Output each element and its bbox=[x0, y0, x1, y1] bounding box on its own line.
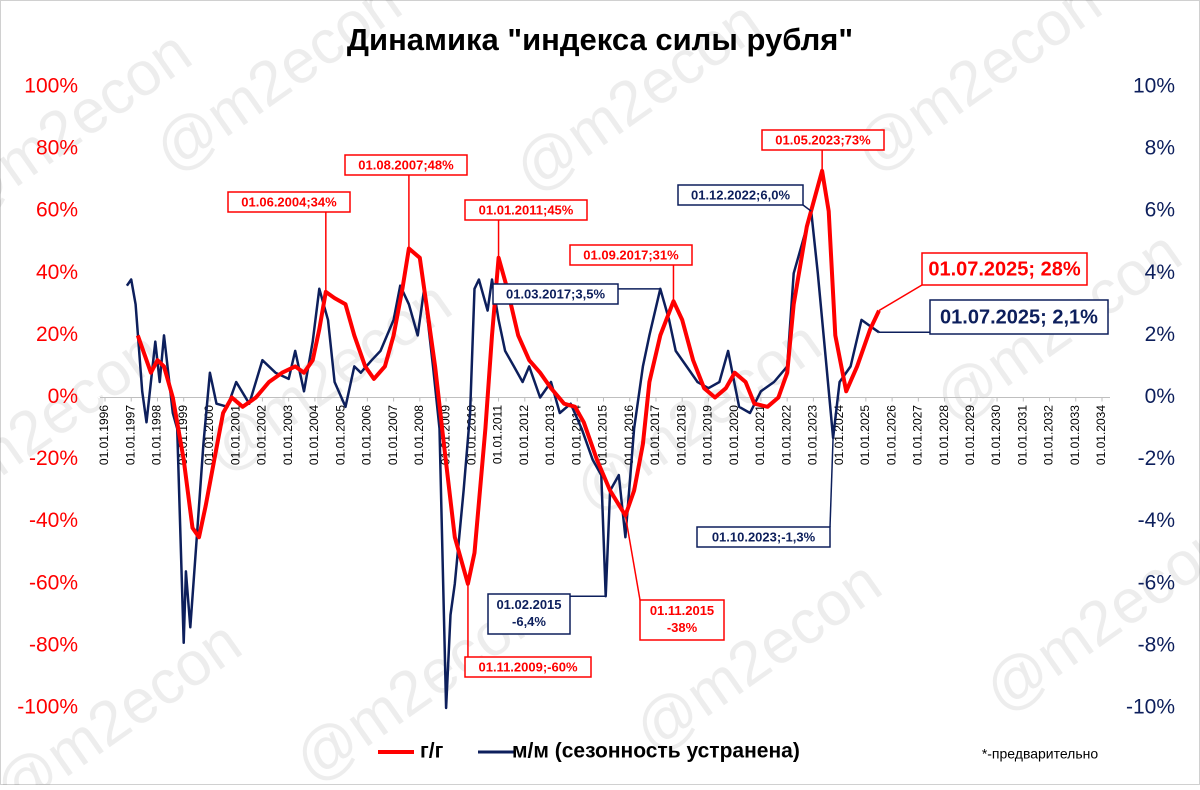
x-tick-label: 01.01.2006 bbox=[360, 405, 374, 465]
x-tick-label: 01.01.2019 bbox=[701, 405, 715, 465]
leader-line bbox=[802, 204, 812, 212]
annotation-box bbox=[464, 656, 592, 678]
note: *-предварительно bbox=[982, 746, 1099, 762]
annotation-box bbox=[227, 191, 351, 213]
annotation-box bbox=[464, 199, 588, 221]
annotation-label: -6,4% bbox=[512, 614, 546, 629]
legend-label: м/м (сезонность устранена) bbox=[512, 740, 800, 763]
series-line bbox=[135, 168, 881, 586]
y2-tick-label: 2% bbox=[1145, 323, 1175, 346]
x-tick-label: 01.01.2012 bbox=[517, 405, 531, 465]
x-tick-label: 01.01.2033 bbox=[1068, 405, 1082, 465]
x-tick-label: 01.01.2028 bbox=[937, 405, 951, 465]
x-tick-label: 01.01.2026 bbox=[884, 405, 898, 465]
annotation-label: 01.12.2022;6,0% bbox=[691, 187, 790, 202]
y-tick-label: 100% bbox=[24, 75, 78, 98]
annotation-label: 01.06.2004;34% bbox=[241, 194, 337, 209]
x-tick-label: 01.01.2002 bbox=[255, 405, 269, 465]
annotation-label: 01.03.2017;3,5% bbox=[506, 286, 605, 301]
x-tick-label: 01.01.2003 bbox=[281, 405, 295, 465]
y-tick-label: -100% bbox=[17, 696, 78, 719]
y2-tick-label: -10% bbox=[1126, 696, 1175, 719]
annotation-box bbox=[929, 299, 1109, 335]
annotation-box bbox=[696, 526, 831, 548]
leader-line bbox=[878, 284, 923, 312]
y2-tick-label: -2% bbox=[1138, 447, 1175, 470]
y2-tick-label: -4% bbox=[1138, 509, 1175, 532]
x-tick-label: 01.01.1998 bbox=[150, 405, 164, 465]
x-tick-label: 01.01.2031 bbox=[1015, 405, 1029, 465]
annotation-box bbox=[639, 599, 725, 641]
annotation-label: 01.02.2015 bbox=[496, 597, 561, 612]
x-tick-label: 01.01.2011 bbox=[491, 405, 505, 464]
y-tick-label: -60% bbox=[29, 571, 78, 594]
x-tick-label: 01.01.1997 bbox=[123, 405, 137, 465]
annotation-label: 01.05.2023;73% bbox=[775, 132, 871, 147]
x-tick-label: 01.01.2001 bbox=[228, 405, 242, 465]
annotation-box bbox=[921, 252, 1088, 286]
y-tick-label: 60% bbox=[36, 199, 78, 222]
x-tick-label: 01.01.2034 bbox=[1094, 405, 1108, 465]
annotation-label: 01.10.2023;-1,3% bbox=[712, 529, 816, 544]
x-tick-label: 01.01.2018 bbox=[674, 405, 688, 465]
y-tick-label: 80% bbox=[36, 137, 78, 160]
y2-tick-label: -6% bbox=[1138, 571, 1175, 594]
y-tick-label: -40% bbox=[29, 509, 78, 532]
annotation-box bbox=[487, 593, 571, 635]
x-tick-label: 01.01.2008 bbox=[412, 405, 426, 465]
annotation-box bbox=[569, 244, 693, 266]
y-tick-label: 40% bbox=[36, 261, 78, 284]
y2-tick-label: 6% bbox=[1145, 199, 1175, 222]
x-tick-label: 01.01.2021 bbox=[753, 405, 767, 465]
x-tick-label: 01.01.2022 bbox=[779, 405, 793, 465]
leader-line bbox=[829, 437, 834, 528]
series-line bbox=[125, 209, 880, 710]
x-tick-label: 01.01.1999 bbox=[176, 405, 190, 465]
y2-tick-label: -8% bbox=[1138, 633, 1175, 656]
x-tick-label: 01.01.2020 bbox=[727, 405, 741, 465]
x-tick-label: 01.01.2004 bbox=[307, 405, 321, 465]
y-tick-label: -20% bbox=[29, 447, 78, 470]
y2-tick-label: 8% bbox=[1145, 137, 1175, 160]
y2-tick-label: 4% bbox=[1145, 261, 1175, 284]
y2-tick-label: 10% bbox=[1133, 75, 1175, 98]
annotation-label: 01.09.2017;31% bbox=[583, 247, 679, 262]
y-tick-label: 0% bbox=[48, 385, 78, 408]
chart-title: Динамика "индекса силы рубля" bbox=[347, 22, 853, 57]
x-tick-label: 01.01.2017 bbox=[648, 405, 662, 465]
y-tick-label: 20% bbox=[36, 323, 78, 346]
annotation-label: 01.01.2011;45% bbox=[479, 202, 574, 217]
annotation-label: 01.07.2025; 2,1% bbox=[940, 306, 1098, 328]
x-tick-label: 01.01.2014 bbox=[569, 405, 583, 465]
x-tick-label: 01.01.2030 bbox=[989, 405, 1003, 465]
leader-line bbox=[624, 515, 641, 601]
annotation-box bbox=[761, 129, 885, 151]
y2-tick-label: 0% bbox=[1145, 385, 1175, 408]
x-tick-label: 01.01.2032 bbox=[1042, 405, 1056, 465]
x-tick-label: 01.01.2025 bbox=[858, 405, 872, 465]
x-tick-label: 01.01.2029 bbox=[963, 405, 977, 465]
x-tick-label: 01.01.2007 bbox=[386, 405, 400, 465]
annotation-box bbox=[344, 154, 468, 176]
x-tick-label: 01.01.2005 bbox=[333, 405, 347, 465]
annotation-label: 01.11.2015 bbox=[650, 603, 714, 618]
annotation-label: 01.07.2025; 28% bbox=[928, 258, 1081, 280]
x-tick-label: 01.01.2015 bbox=[596, 405, 610, 465]
y-tick-label: -80% bbox=[29, 633, 78, 656]
annotation-label: 01.08.2007;48% bbox=[358, 157, 454, 172]
annotation-box bbox=[492, 283, 619, 305]
x-tick-label: 01.01.2013 bbox=[543, 405, 557, 465]
x-tick-label: 01.01.2023 bbox=[806, 405, 820, 465]
annotation-label: -38% bbox=[667, 620, 698, 635]
legend-label: г/г bbox=[420, 740, 444, 763]
annotation-label: 01.11.2009;-60% bbox=[478, 659, 577, 674]
annotation-box bbox=[677, 184, 804, 206]
x-tick-label: 01.01.2027 bbox=[911, 405, 925, 465]
x-tick-label: 01.01.1996 bbox=[97, 405, 111, 465]
